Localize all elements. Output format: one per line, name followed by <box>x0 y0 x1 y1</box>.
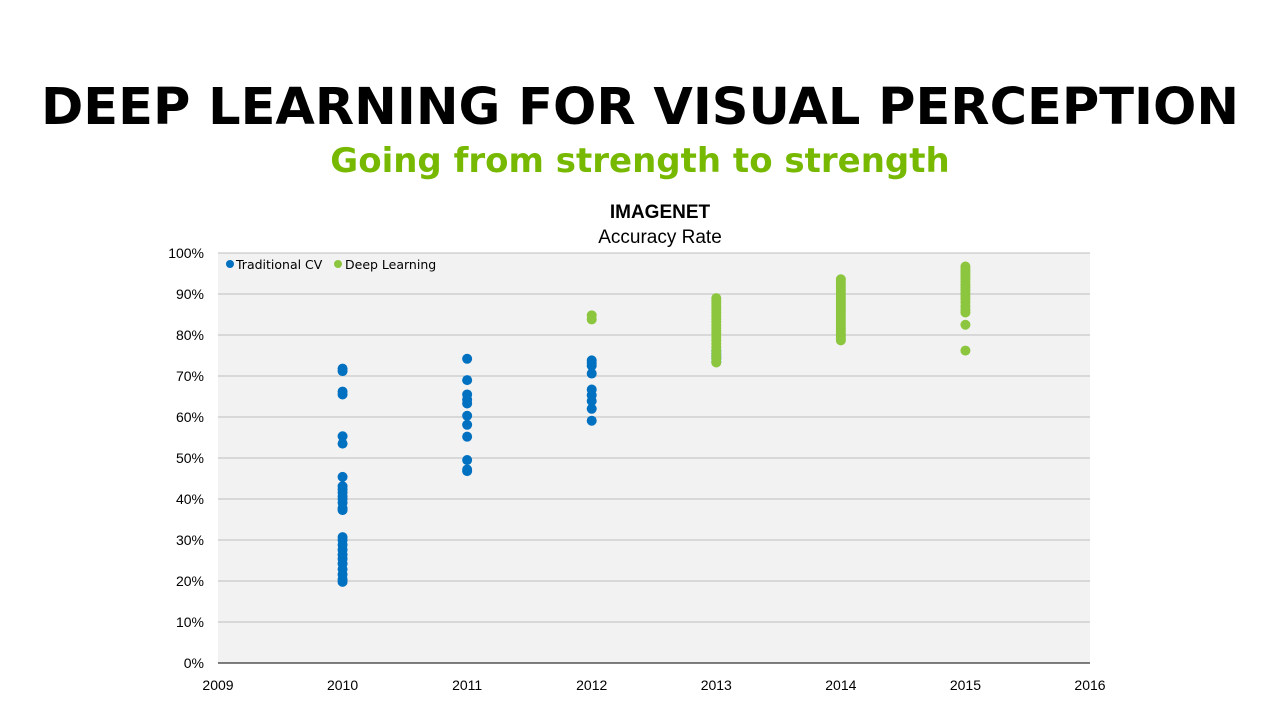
point-deep-learning <box>960 345 971 356</box>
y-tick-label: 70% <box>176 368 204 384</box>
point-traditional-cv <box>337 438 348 449</box>
y-tick-label: 30% <box>176 532 204 548</box>
point-traditional-cv <box>586 403 597 414</box>
point-traditional-cv <box>462 431 473 442</box>
legend-marker-traditional-cv <box>226 260 234 268</box>
point-traditional-cv <box>586 360 597 371</box>
point-deep-learning <box>586 314 597 325</box>
point-traditional-cv <box>462 455 473 466</box>
y-tick-label: 90% <box>176 286 204 302</box>
point-traditional-cv <box>337 576 348 587</box>
point-traditional-cv <box>586 368 597 379</box>
chart-title: IMAGENET <box>609 202 711 223</box>
legend-label-traditional-cv: Traditional CV <box>235 257 323 272</box>
gridlines <box>218 252 1090 623</box>
point-traditional-cv <box>462 353 473 364</box>
point-traditional-cv <box>462 410 473 421</box>
x-tick-label: 2014 <box>825 677 856 693</box>
point-traditional-cv <box>337 431 348 442</box>
point-traditional-cv <box>337 505 348 516</box>
point-deep-learning <box>835 335 846 346</box>
x-tick-label: 2016 <box>1074 677 1105 693</box>
x-tick-label: 2010 <box>327 677 358 693</box>
x-tick-label: 2013 <box>701 677 732 693</box>
y-tick-label: 50% <box>176 450 204 466</box>
point-traditional-cv <box>586 396 597 407</box>
x-tick-label: 2012 <box>576 677 607 693</box>
point-traditional-cv <box>586 415 597 426</box>
y-tick-label: 0% <box>184 655 204 671</box>
data-points <box>337 261 971 587</box>
point-traditional-cv <box>462 419 473 430</box>
slide-subtitle: Going from strength to strength <box>330 141 950 181</box>
point-traditional-cv <box>337 366 348 377</box>
y-tick-label: 10% <box>176 614 204 630</box>
y-tick-label: 60% <box>176 409 204 425</box>
point-deep-learning <box>960 307 971 318</box>
y-tick-label: 40% <box>176 491 204 507</box>
point-deep-learning <box>711 357 722 368</box>
legend-marker-deep-learning <box>334 260 342 268</box>
legend-label-deep-learning: Deep Learning <box>345 257 436 272</box>
x-tick-label: 2015 <box>950 677 981 693</box>
slide-title: DEEP LEARNING FOR VISUAL PERCEPTION <box>40 78 1240 137</box>
legend: Traditional CV Deep Learning <box>226 257 436 272</box>
y-tick-label: 20% <box>176 573 204 589</box>
point-traditional-cv <box>337 471 348 482</box>
point-traditional-cv <box>462 398 473 409</box>
x-tick-label: 2009 <box>202 677 233 693</box>
x-tick-label: 2011 <box>452 677 482 693</box>
y-tick-label: 100% <box>168 245 204 261</box>
axes: 0% 10% 20% 30% 40% 50% 60% 70% 80% 90% 100% 2009 201… <box>168 245 1106 693</box>
chart-subtitle: Accuracy Rate <box>598 227 722 248</box>
point-traditional-cv <box>337 389 348 400</box>
y-tick-label: 80% <box>176 327 204 343</box>
point-deep-learning <box>960 319 971 330</box>
point-traditional-cv <box>462 375 473 386</box>
point-traditional-cv <box>462 466 473 477</box>
